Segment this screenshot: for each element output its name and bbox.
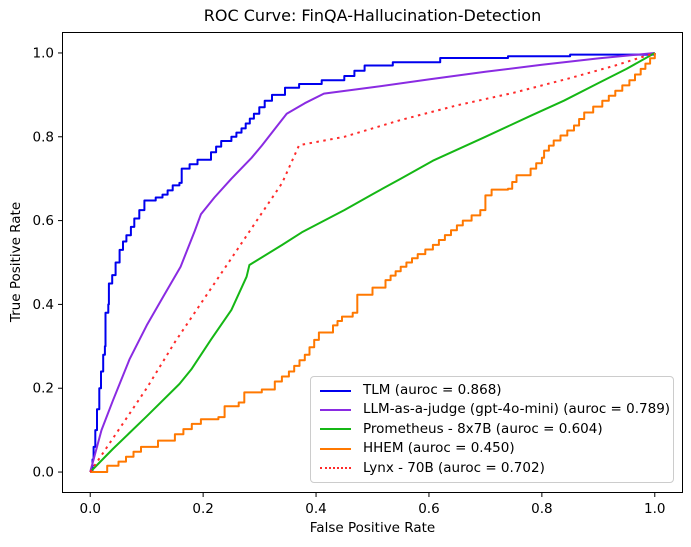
y-axis-label: True Positive Rate (8, 201, 24, 323)
axes-frame (62, 32, 683, 493)
x-tick-label: 0.4 (305, 501, 326, 517)
chart-title: ROC Curve: FinQA-Hallucination-Detection (203, 6, 542, 25)
roc-curve-1 (90, 53, 656, 473)
legend-label: TLM (auroc = 0.868) (363, 382, 502, 398)
legend-item: Lynx - 70B (auroc = 0.702) (320, 459, 673, 478)
y-tick-label: 1.0 (33, 45, 54, 61)
legend-item: LLM-as-a-judge (gpt-4o-mini) (auroc = 0.… (320, 400, 673, 419)
y-tick-label: 0.8 (33, 129, 54, 145)
roc-curve-3 (89, 52, 656, 473)
roc-curve-2 (89, 52, 655, 473)
y-tick-label: 0.6 (33, 213, 54, 229)
roc-curve-4 (90, 53, 656, 473)
x-axis-label: False Positive Rate (309, 520, 436, 536)
legend: TLM (auroc = 0.868) LLM-as-a-judge (gpt-4… (310, 376, 674, 483)
legend-item: HHEM (auroc = 0.450) (320, 439, 673, 458)
legend-label: HHEM (auroc = 0.450) (363, 440, 515, 457)
legend-label: Lynx - 70B (auroc = 0.702) (363, 459, 545, 476)
legend-label: Prometheus - 8x7B (auroc = 0.604) (363, 420, 603, 437)
roc-curve-5 (89, 52, 656, 473)
legend-line-swatch (320, 389, 351, 392)
legend-item: TLM (auroc = 0.868) (320, 381, 673, 400)
legend-item: Prometheus - 8x7B (auroc = 0.604) (320, 420, 673, 439)
legend-line-swatch (320, 428, 351, 431)
x-tick-label: 0.6 (418, 501, 439, 517)
x-tick-label: 0.0 (79, 501, 100, 517)
y-tick-label: 0.0 (33, 465, 54, 481)
legend-label: LLM-as-a-judge (gpt-4o-mini) (auroc = 0.… (363, 401, 671, 418)
legend-line-swatch (320, 447, 351, 450)
y-tick-label: 0.4 (33, 297, 54, 313)
x-tick-label: 0.8 (531, 501, 552, 517)
legend-line-swatch (320, 467, 351, 470)
x-tick-label: 0.2 (192, 501, 213, 517)
legend-line-swatch (320, 409, 351, 412)
x-tick-label: 1.0 (644, 501, 665, 517)
y-tick-label: 0.2 (33, 381, 54, 397)
